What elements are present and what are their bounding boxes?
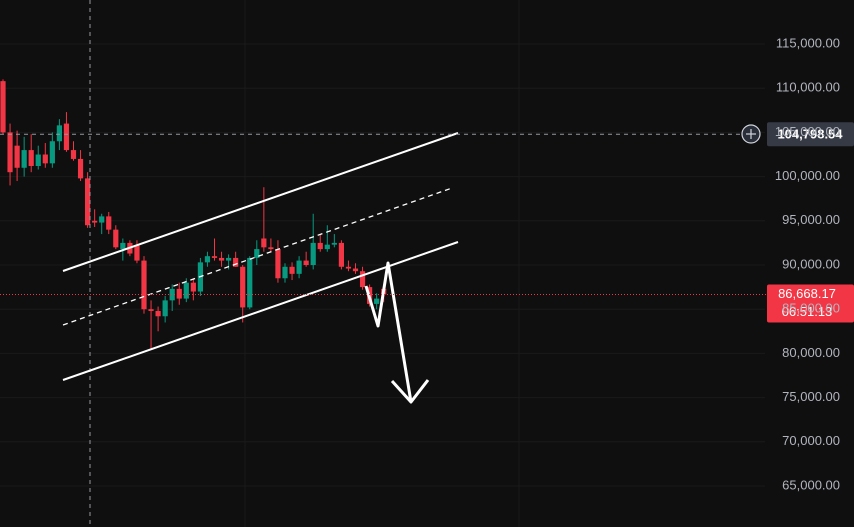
channel-mid	[62, 187, 453, 326]
candle-body	[338, 242, 344, 267]
last-price-label: 86,668.17	[778, 286, 836, 301]
candle-body	[35, 154, 41, 167]
candle-body	[183, 282, 189, 299]
candle-body	[331, 242, 337, 245]
candle-body	[56, 125, 62, 142]
candle-body	[42, 154, 48, 164]
candle-body	[14, 145, 20, 168]
candle-body	[113, 229, 119, 248]
candle-body	[85, 178, 91, 226]
arrow-path	[364, 261, 413, 403]
drawings	[62, 132, 459, 404]
candle-body	[70, 150, 77, 159]
y-tick-label: 95,000.00	[782, 212, 840, 227]
candle-body	[282, 266, 288, 279]
candle-body	[190, 282, 196, 292]
crosshair-price-label: 104,798.54	[777, 127, 843, 142]
y-tick-label: 65,000.00	[782, 477, 840, 492]
y-tick-label: 80,000.00	[782, 345, 840, 360]
y-tick-label: 85,000.00	[782, 301, 840, 316]
arrow-head	[390, 379, 430, 404]
y-tick-label: 115,000.00	[776, 35, 840, 50]
candle-body	[134, 245, 140, 261]
candle-body	[317, 242, 323, 250]
candle-body	[268, 247, 274, 250]
y-tick-label: 90,000.00	[782, 256, 840, 271]
candle-body	[254, 249, 260, 258]
candle-body	[359, 271, 366, 288]
candle-body	[233, 257, 239, 267]
candle-body	[345, 266, 352, 269]
candle-body	[155, 310, 161, 317]
candle-body	[99, 216, 105, 223]
candle-body	[141, 260, 147, 310]
candle-body	[261, 238, 267, 248]
last-price-box	[767, 284, 854, 323]
candle-body	[275, 249, 281, 279]
channel-lower	[62, 241, 459, 381]
overlay: 104,798.54 86,668.17 06:51:13	[0, 122, 854, 323]
y-tick-label: 75,000.00	[782, 389, 840, 404]
candle-body	[49, 141, 55, 164]
candle-body	[120, 242, 126, 250]
candle-body	[374, 298, 380, 304]
y-tick-label: 70,000.00	[782, 433, 840, 448]
grid	[0, 43, 765, 487]
candle-body	[7, 132, 13, 173]
candle-body	[303, 260, 309, 266]
y-tick-label: 110,000.00	[776, 80, 840, 95]
candle-body	[176, 288, 182, 299]
candle-body	[92, 220, 98, 223]
candle-body	[28, 150, 34, 167]
candle-body	[63, 123, 70, 151]
candle-body	[211, 256, 218, 258]
countdown-label: 06:51:13	[782, 304, 833, 319]
candle-body	[296, 260, 302, 274]
candle-body	[106, 216, 112, 230]
channel-upper	[62, 132, 459, 272]
y-tick-label: 105,000.00	[775, 124, 840, 139]
candle-body	[218, 257, 225, 261]
candle-body	[310, 242, 316, 266]
crosshair-label-box	[767, 122, 854, 147]
candle-body	[148, 309, 154, 311]
candle-body	[240, 266, 246, 308]
candle-body	[226, 257, 232, 261]
candle-body	[169, 288, 175, 301]
candle-body	[77, 158, 84, 179]
candle-body	[289, 266, 295, 274]
y-tick-label: 100,000.00	[775, 168, 840, 183]
candle-body	[247, 257, 253, 308]
candle-body	[162, 300, 168, 317]
candle-body	[352, 268, 359, 272]
candle-body	[21, 150, 27, 168]
candle-body	[204, 256, 211, 263]
candle-body	[0, 81, 6, 133]
candle-body	[324, 244, 330, 250]
